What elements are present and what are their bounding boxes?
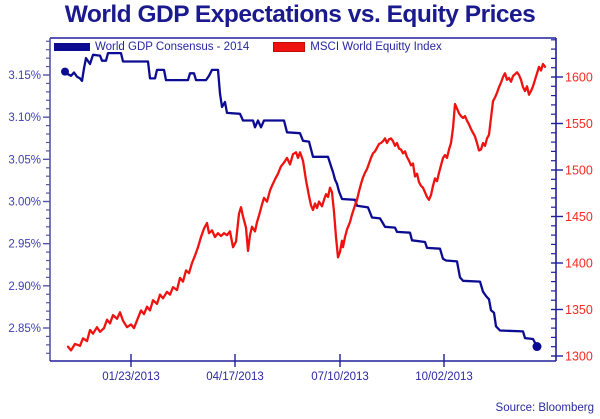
source-label: Source: Bloomberg — [495, 402, 594, 414]
msci-series-legend-label: MSCI World Equitty Index — [310, 41, 442, 53]
msci-series-swatch — [273, 42, 306, 52]
series-line-1 — [66, 62, 547, 352]
x-axis-tick-label: 10/02/2013 — [415, 371, 473, 383]
legend: World GDP Consensus - 2014 MSCI World Eq… — [54, 41, 442, 53]
left-axis-tick-label: 2.85% — [8, 323, 41, 335]
series-0-start-dot — [61, 67, 69, 76]
right-axis-tick-label: 1400 — [565, 257, 593, 271]
left-axis-tick-label: 3.10% — [8, 112, 41, 124]
left-axis-tick-label: 3.00% — [8, 197, 41, 209]
right-axis-tick-label: 1600 — [565, 71, 593, 85]
right-axis-tick-label: 1300 — [565, 350, 593, 364]
right-axis-tick-label: 1350 — [565, 303, 593, 317]
series-line-0 — [63, 51, 539, 348]
gdp-series-legend-label: World GDP Consensus - 2014 — [95, 41, 250, 53]
left-axis-tick-label: 3.15% — [8, 70, 41, 82]
series-0-end-dot — [532, 342, 542, 352]
x-axis-tick-label: 07/10/2013 — [311, 371, 369, 383]
chart-title: World GDP Expectations vs. Equity Prices — [64, 1, 536, 28]
left-axis-tick-label: 3.05% — [8, 154, 41, 166]
x-axis-tick-label: 01/23/2013 — [102, 371, 160, 383]
right-axis-tick-label: 1450 — [565, 210, 593, 224]
right-axis-tick-label: 1550 — [565, 117, 593, 131]
x-axis-tick-label: 04/17/2013 — [206, 371, 264, 383]
left-axis-tick-label: 2.95% — [8, 239, 41, 251]
left-axis-tick-label: 2.90% — [8, 281, 41, 293]
right-axis-tick-label: 1500 — [565, 164, 593, 178]
gdp-series-swatch — [54, 43, 90, 51]
